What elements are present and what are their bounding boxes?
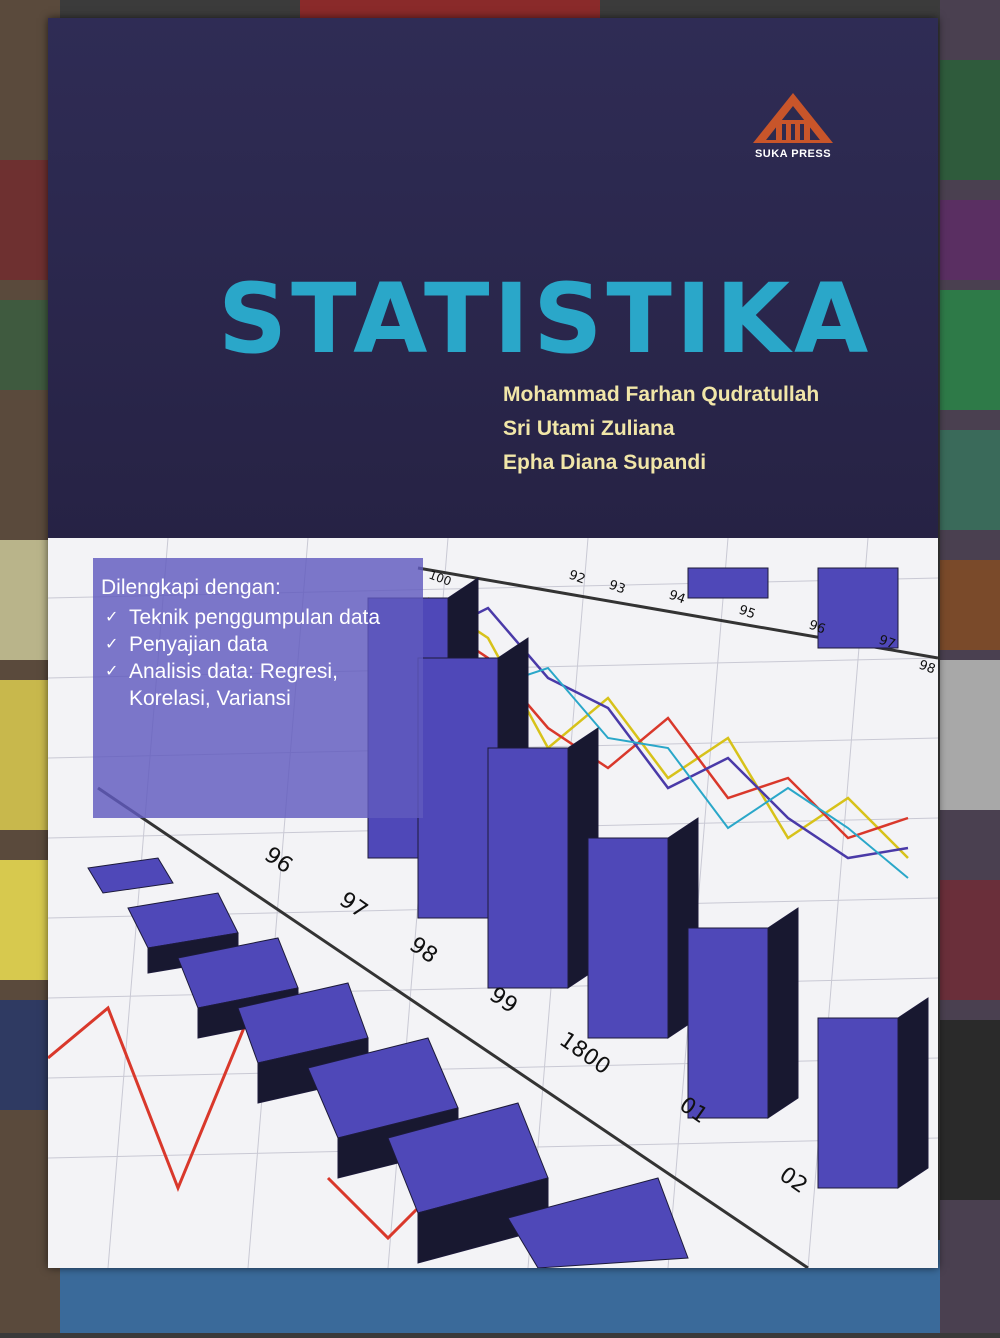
feature-text: Analisis data: Regresi, Korelasi, Varian… xyxy=(129,660,338,710)
chart-tick-label: 93 xyxy=(607,578,628,598)
author-name: Sri Utami Zuliana xyxy=(503,417,675,440)
chart-tick-label: 95 xyxy=(737,603,758,623)
book-cover: SUKA PRESS STATISTIKA Mohammad Farhan Qu… xyxy=(48,18,938,1268)
features-box: Dilengkapi dengan: ✓ Teknik penggumpulan … xyxy=(93,558,423,818)
checkmark-icon: ✓ xyxy=(105,663,119,680)
chart-tick-label: 97 xyxy=(877,633,898,653)
features-heading: Dilengkapi dengan: xyxy=(101,576,281,599)
chart-tick-label: 96 xyxy=(807,618,828,638)
author-name: Epha Diana Supandi xyxy=(503,451,707,474)
feature-text: Penyajian data xyxy=(129,633,268,656)
feature-item: ✓ Analisis data: Regresi, Korelasi, Varia… xyxy=(101,658,405,712)
book-title: STATISTIKA xyxy=(218,263,873,375)
author-name: Mohammad Farhan Qudratullah xyxy=(503,383,820,406)
chart-tick-label: 98 xyxy=(917,658,938,678)
chart-tick-label: 94 xyxy=(667,588,688,608)
publisher-name: SUKA PRESS xyxy=(754,148,832,160)
feature-list: ✓ Teknik penggumpulan data ✓ Penyajian dat… xyxy=(101,604,405,712)
triangle-emblem-icon xyxy=(753,93,833,143)
feature-item: ✓ Teknik penggumpulan data xyxy=(101,604,405,631)
checkmark-icon: ✓ xyxy=(105,636,119,653)
checkmark-icon: ✓ xyxy=(105,609,119,626)
feature-item: ✓ Penyajian data xyxy=(101,631,405,658)
chart-tick-label: 92 xyxy=(567,568,588,588)
author-list: Mohammad Farhan Qudratullah Sri Utami Zu… xyxy=(503,378,819,480)
feature-text: Teknik penggumpulan data xyxy=(129,606,381,629)
